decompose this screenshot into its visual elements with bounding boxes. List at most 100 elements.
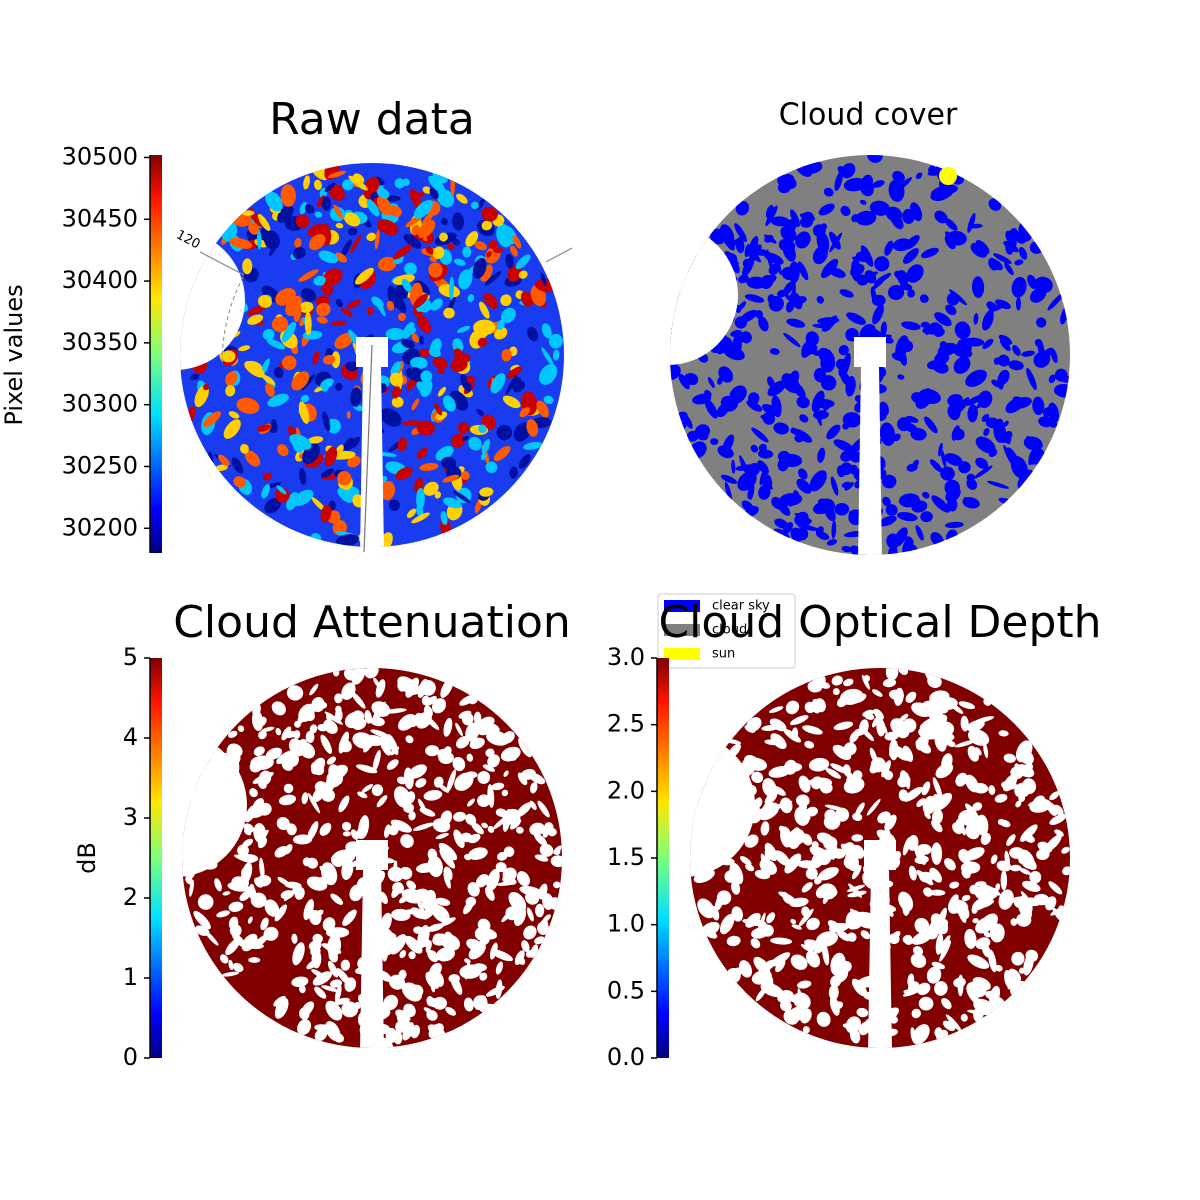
image-blob — [851, 258, 861, 282]
image-blob — [981, 413, 990, 422]
image-blob — [893, 527, 908, 547]
image-blob — [273, 367, 284, 379]
image-blob — [439, 849, 456, 869]
image-blob — [806, 917, 820, 931]
image-blob — [881, 760, 891, 778]
image-blob — [785, 762, 803, 772]
image-blob — [267, 393, 289, 407]
image-blob — [332, 519, 347, 536]
image-blob — [401, 338, 415, 349]
image-blob — [516, 802, 532, 817]
image-blob — [922, 491, 930, 499]
image-blob — [833, 721, 854, 731]
image-blob — [251, 315, 258, 321]
image-blob — [340, 239, 352, 259]
image-blob — [760, 982, 784, 997]
image-blob — [773, 422, 789, 435]
image-blob — [303, 899, 315, 921]
image-blob — [790, 918, 797, 925]
image-blob — [237, 725, 245, 732]
image-blob — [841, 353, 851, 376]
image-blob — [983, 931, 991, 938]
panel-title: Cloud Optical Depth — [658, 597, 1101, 648]
image-blob — [450, 433, 466, 448]
image-blob — [311, 969, 325, 979]
image-blob — [842, 1023, 857, 1030]
colorbar-tick-label: 1 — [123, 963, 138, 991]
image-blob — [719, 913, 735, 935]
image-blob — [985, 990, 998, 1000]
image-blob — [867, 155, 883, 163]
image-blob — [481, 220, 493, 231]
image-blob — [496, 223, 513, 248]
image-blob — [309, 234, 326, 251]
image-blob — [301, 373, 316, 391]
image-blob — [398, 969, 407, 980]
image-blob — [824, 809, 837, 822]
image-blob — [512, 234, 522, 249]
image-blob — [958, 701, 976, 710]
image-blob — [841, 545, 853, 553]
image-blob — [880, 321, 887, 337]
image-blob — [553, 881, 561, 889]
image-blob — [882, 496, 891, 507]
image-blob — [485, 748, 495, 758]
image-blob — [471, 822, 484, 835]
image-blob — [872, 689, 883, 697]
image-blob — [390, 746, 400, 756]
image-blob — [946, 292, 960, 306]
image-blob — [288, 738, 303, 755]
image-blob — [1047, 292, 1064, 311]
image-blob — [415, 778, 427, 788]
image-blob — [898, 493, 920, 508]
image-blob — [301, 792, 309, 805]
image-blob — [780, 826, 792, 848]
image-blob — [325, 1000, 343, 1021]
image-blob — [248, 222, 260, 235]
image-blob — [248, 957, 261, 963]
image-blob — [846, 884, 865, 893]
image-blob — [311, 497, 327, 512]
image-blob — [298, 742, 316, 759]
image-blob — [453, 811, 467, 822]
image-blob — [523, 441, 543, 450]
image-blob — [831, 520, 837, 539]
image-blob — [816, 931, 839, 947]
image-blob — [1054, 829, 1064, 837]
image-blob — [386, 759, 399, 770]
image-blob — [422, 186, 432, 194]
image-blob — [309, 683, 319, 696]
image-blob — [225, 371, 238, 386]
image-blob — [361, 734, 385, 746]
image-blob — [932, 361, 949, 374]
image-blob — [331, 320, 347, 327]
image-blob — [523, 925, 537, 940]
image-blob — [518, 737, 532, 758]
image-blob — [399, 866, 413, 880]
image-blob — [325, 1021, 341, 1042]
image-blob — [283, 783, 294, 794]
image-blob — [930, 191, 949, 201]
image-blob — [487, 784, 495, 808]
image-blob — [762, 778, 777, 798]
image-blob — [962, 337, 985, 347]
image-blob — [800, 944, 814, 953]
image-blob — [801, 906, 810, 917]
image-blob — [410, 907, 425, 919]
image-blob — [311, 757, 326, 775]
image-blob — [826, 539, 838, 546]
image-blob — [906, 264, 924, 283]
image-blob — [413, 822, 435, 831]
image-blob — [338, 795, 350, 813]
image-blob — [872, 304, 884, 325]
image-blob — [480, 452, 487, 461]
image-blob — [524, 890, 540, 905]
image-blob — [552, 349, 560, 361]
image-blob — [294, 237, 302, 248]
image-blob — [530, 782, 538, 794]
image-blob — [1054, 368, 1068, 382]
image-blob — [768, 263, 780, 276]
image-blob — [1038, 347, 1054, 362]
image-blob — [392, 384, 402, 399]
image-blob — [515, 254, 531, 270]
